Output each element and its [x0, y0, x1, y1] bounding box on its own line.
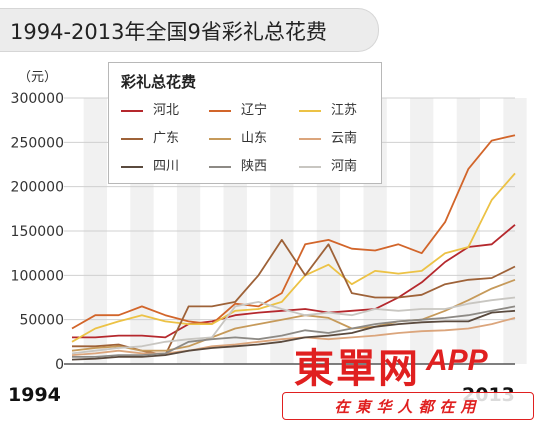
legend-swatch [209, 137, 231, 140]
legend-entry: 山东 [209, 127, 267, 146]
legend-label: 河南 [331, 159, 358, 174]
legend-label: 广东 [153, 131, 180, 146]
legend-entry: 辽宁 [209, 99, 267, 118]
y-tick-label: 300000 [11, 91, 64, 107]
legend-title: 彩礼总花费 [121, 73, 197, 91]
legend-swatch [299, 109, 321, 112]
watermark-logo: 東單网 [294, 346, 420, 392]
legend-label: 江苏 [331, 103, 358, 118]
y-tick-label: 250000 [11, 135, 64, 151]
legend-entry: 四川 [121, 155, 179, 174]
y-tick-label: 0 [55, 357, 64, 373]
legend-entry: 陕西 [209, 155, 267, 174]
legend-label: 河北 [153, 103, 180, 118]
legend-label: 山东 [241, 131, 268, 146]
y-axis-unit-label: （元） [18, 70, 58, 85]
legend-swatch [209, 109, 231, 112]
watermark-app-text: APP [426, 344, 488, 377]
chart-title-tab: 1994-2013年全国9省彩礼总花费 [0, 8, 379, 52]
y-tick-label: 100000 [11, 268, 64, 284]
legend-label: 四川 [153, 159, 180, 174]
legend-swatch [299, 137, 321, 140]
watermark-slogan: 在東华人都在用 [282, 392, 534, 420]
legend-label: 云南 [331, 131, 358, 146]
series-line-河南 [71, 296, 516, 355]
x-axis-start-label: 1994 [8, 384, 61, 406]
series-line-江苏 [71, 172, 516, 343]
legend-swatch [121, 109, 143, 112]
chart-title: 1994-2013年全国9省彩礼总花费 [10, 20, 327, 44]
legend-entry: 江苏 [299, 99, 357, 118]
y-tick-label: 150000 [11, 224, 64, 240]
legend-swatch [209, 165, 231, 168]
legend-entry: 河北 [121, 99, 179, 118]
series-line-山东 [71, 278, 516, 352]
legend-swatch [121, 165, 143, 168]
y-axis-ticks: 300000 250000 200000 150000 100000 50000 0 [11, 91, 64, 373]
legend-entry: 云南 [299, 127, 357, 146]
legend-swatch [121, 137, 143, 140]
y-tick-label: 50000 [19, 313, 64, 329]
legend-entry: 广东 [121, 127, 179, 146]
legend-label: 陕西 [241, 159, 268, 174]
legend-label: 辽宁 [241, 103, 268, 118]
series-line-河北 [72, 224, 516, 339]
legend-entry: 河南 [299, 155, 357, 174]
legend: 彩礼总花费 河北 辽宁 江苏广东 山东 云南四川 陕西 河南 [108, 62, 382, 184]
y-tick-label: 200000 [11, 180, 64, 196]
series-line-辽宁 [71, 134, 516, 330]
series-line-云南 [71, 317, 516, 356]
series-lines [71, 134, 516, 361]
legend-swatch [299, 165, 321, 168]
series-line-四川 [71, 309, 516, 361]
series-line-陕西 [72, 305, 516, 358]
